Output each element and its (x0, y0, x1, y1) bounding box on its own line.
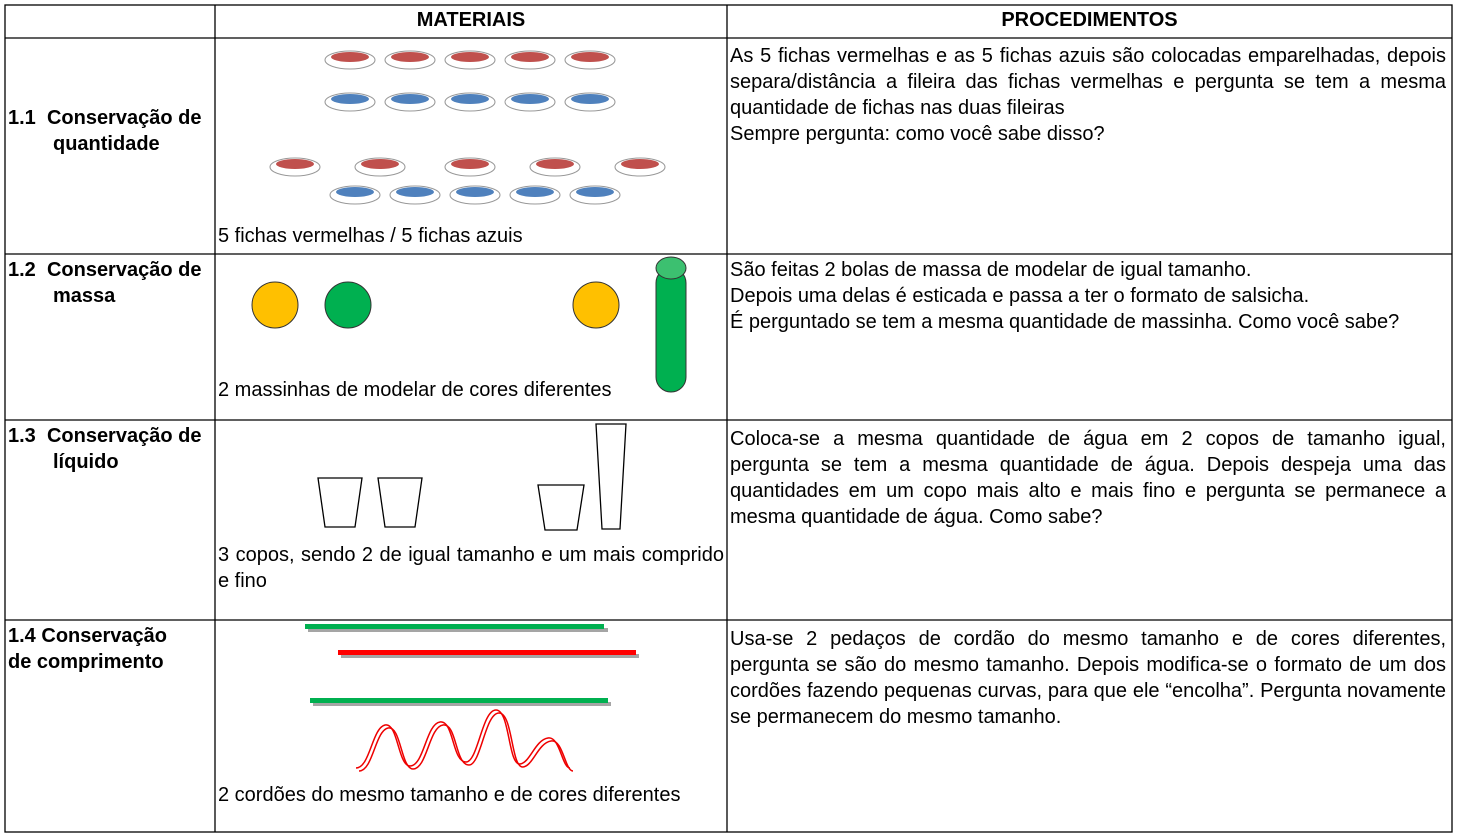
materials-caption: 2 massinhas de modelar de cores diferent… (218, 379, 612, 401)
procedure: Usa-se 2 pedaços de cordão do mesmo tama… (730, 626, 1446, 730)
row-number: 1.1 (8, 107, 36, 129)
procedure: Coloca-se a mesma quantidade de água em … (730, 426, 1446, 530)
procedure: São feitas 2 bolas de massa de modelar d… (730, 257, 1446, 335)
row-name: Conservação de massa (46, 259, 202, 307)
materials-caption: 5 fichas vermelhas / 5 fichas azuis (218, 225, 523, 247)
strings (305, 624, 639, 772)
materials-caption: 3 copos, sendo 2 de igual tamanho e um m… (218, 544, 724, 592)
chips (269, 50, 666, 205)
procedure-paragraph: Usa-se 2 pedaços de cordão do mesmo tama… (730, 628, 1446, 728)
procedure-paragraph: São feitas 2 bolas de massa de modelar d… (730, 259, 1252, 281)
procedure-paragraph: Coloca-se a mesma quantidade de água em … (730, 428, 1446, 528)
row-number: 1.3 (8, 425, 36, 447)
procedure: As 5 fichas vermelhas e as 5 fichas azui… (730, 43, 1446, 147)
procedure-paragraph: As 5 fichas vermelhas e as 5 fichas azui… (730, 45, 1446, 119)
materials-caption: 2 cordões do mesmo tamanho e de cores di… (218, 784, 681, 806)
procedure-paragraph: É perguntado se tem a mesma quantidade d… (730, 311, 1400, 333)
procedure-paragraph: Sempre pergunta: como você sabe disso? (730, 123, 1105, 145)
header-procedures: PROCEDIMENTOS (1001, 9, 1178, 31)
row-number: 1.4 (8, 625, 36, 647)
header-materials: MATERIAIS (416, 9, 526, 31)
cups (317, 423, 627, 531)
row-name: Conservação de comprimento (8, 625, 167, 673)
clay (251, 256, 687, 393)
procedure-paragraph: Depois uma delas é esticada e passa a te… (730, 285, 1310, 307)
row-label: 1.3 Conservação de líquido (8, 423, 203, 475)
row-label: 1.2 Conservação de massa (8, 257, 203, 309)
row-label: 1.4 Conservação de comprimento (8, 623, 178, 675)
row-number: 1.2 (8, 259, 36, 281)
row-name: Conservação de quantidade (46, 107, 202, 155)
row-name: Conservação de líquido (46, 425, 202, 473)
row-label: 1.1 Conservação de quantidade (8, 105, 203, 157)
